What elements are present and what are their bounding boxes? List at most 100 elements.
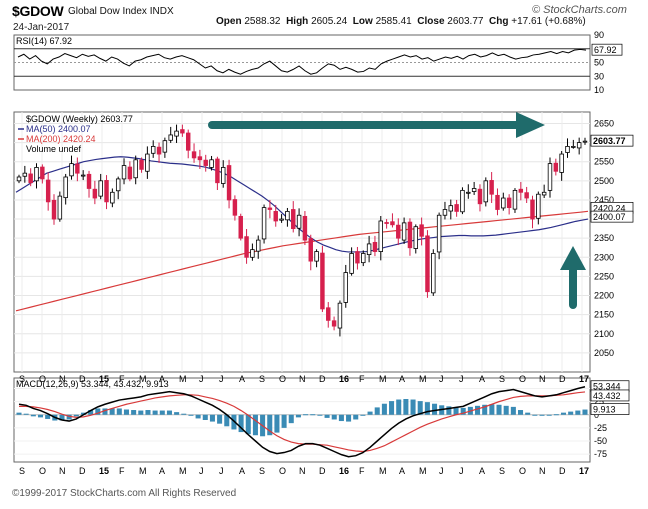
- price-x-tick: A: [479, 374, 485, 384]
- rsi-axis-tick: 90: [594, 30, 604, 40]
- price-candle: [215, 158, 220, 184]
- price-x-tick: 15: [99, 374, 109, 384]
- price-candle: [238, 215, 243, 239]
- close-label: Close: [417, 16, 445, 27]
- price-candle: [489, 180, 494, 195]
- macd-histogram-bar: [109, 408, 115, 415]
- price-candle: [302, 215, 308, 241]
- macd-histogram-bar: [267, 414, 273, 436]
- price-candle: [565, 146, 570, 153]
- price-candle: [273, 211, 278, 222]
- price-x-tick: D: [559, 374, 566, 384]
- macd-signal-last-label: 43.432: [593, 391, 621, 401]
- price-candle: [518, 188, 524, 193]
- price-x-tick: J: [199, 374, 204, 384]
- ma50-last-label: 2400.07: [593, 212, 626, 222]
- price-x-tick: D: [79, 374, 86, 384]
- price-x-tick: J: [219, 374, 224, 384]
- price-x-tick: 16: [339, 374, 349, 384]
- macd-histogram-bar: [188, 414, 194, 416]
- price-axis-tick: 2250: [594, 271, 614, 281]
- macd-x-tick: J: [199, 466, 204, 476]
- price-x-tick: S: [259, 374, 265, 384]
- chart-date: 24-Jan-2017: [13, 22, 70, 33]
- price-candle: [372, 241, 378, 252]
- price-legend-entry: Volume undef: [26, 144, 82, 154]
- price-candle: [530, 199, 535, 220]
- price-candle: [209, 159, 214, 168]
- price-candle: [355, 251, 360, 264]
- macd-x-tick: N: [539, 466, 546, 476]
- macd-histogram-bar: [116, 408, 122, 415]
- price-candle: [168, 134, 173, 141]
- rsi-legend: RSI(14) 67.92: [16, 36, 72, 46]
- price-candle: [326, 307, 331, 321]
- price-candle: [250, 249, 255, 258]
- macd-x-tick: M: [179, 466, 187, 476]
- macd-x-tick: O: [519, 466, 526, 476]
- price-candle: [28, 173, 33, 184]
- macd-histogram-bar: [245, 414, 251, 435]
- macd-histogram-bar: [59, 414, 65, 421]
- price-last-close-label: 2603.77: [593, 136, 626, 146]
- macd-histogram-bar: [181, 413, 187, 415]
- macd-histogram-bar: [532, 414, 538, 416]
- price-candle: [477, 188, 483, 205]
- price-candle: [139, 159, 144, 170]
- price-candle: [279, 218, 284, 221]
- macd-histogram-bar: [475, 405, 481, 415]
- macd-histogram-bar: [209, 414, 215, 422]
- macd-axis-tick: -25: [594, 423, 607, 433]
- low-value: 2585.41: [375, 16, 412, 27]
- macd-histogram-bar: [381, 403, 387, 415]
- macd-histogram-bar: [274, 414, 280, 433]
- price-candle: [448, 205, 454, 212]
- price-x-tick: F: [119, 374, 125, 384]
- price-x-tick: S: [499, 374, 505, 384]
- macd-signal-last-box: [590, 389, 630, 402]
- macd-histogram-bar: [159, 410, 165, 415]
- price-candle: [63, 176, 68, 199]
- macd-x-tick: A: [479, 466, 485, 476]
- macd-histogram-bar: [582, 409, 588, 415]
- price-candle: [115, 178, 121, 192]
- price-candle: [471, 188, 477, 192]
- ma50-last-label-box: [590, 210, 634, 223]
- price-candle: [366, 243, 372, 256]
- price-axis-tick: 2300: [594, 252, 614, 262]
- price-candle: [419, 224, 424, 237]
- price-candle: [232, 199, 238, 216]
- macd-histogram-bar: [575, 410, 581, 415]
- price-axis-tick: 2150: [594, 310, 614, 320]
- macd-axis-tick: -50: [594, 436, 607, 446]
- macd-x-tick: F: [119, 466, 125, 476]
- price-candle: [226, 165, 232, 201]
- macd-x-tick: A: [239, 466, 245, 476]
- macd-histogram-bar: [510, 406, 516, 415]
- price-candle: [495, 194, 500, 210]
- price-legend-entry: $GDOW (Weekly) 2603.77: [26, 114, 133, 124]
- price-candle: [191, 151, 197, 159]
- price-candle: [401, 222, 407, 241]
- price-x-tick: A: [399, 374, 405, 384]
- price-candle: [150, 146, 156, 154]
- price-candle: [413, 226, 419, 249]
- macd-histogram-bar: [23, 413, 29, 415]
- price-candle: [75, 163, 80, 174]
- macd-histogram-bar: [231, 414, 237, 430]
- macd-x-tick: S: [499, 466, 505, 476]
- macd-x-tick: 17: [579, 466, 589, 476]
- price-candle: [40, 166, 45, 180]
- macd-histogram-bar: [195, 414, 201, 419]
- price-candle: [174, 130, 179, 137]
- macd-histogram-bar: [360, 414, 366, 416]
- macd-histogram-bar: [489, 404, 495, 415]
- price-x-tick: A: [159, 374, 165, 384]
- close-value: 2603.77: [447, 16, 484, 27]
- price-candle: [308, 238, 313, 262]
- price-axis-tick: 2650: [594, 118, 614, 128]
- price-x-tick: M: [139, 374, 147, 384]
- macd-x-tick: D: [319, 466, 326, 476]
- price-candle: [180, 129, 185, 134]
- price-candle: [80, 174, 86, 177]
